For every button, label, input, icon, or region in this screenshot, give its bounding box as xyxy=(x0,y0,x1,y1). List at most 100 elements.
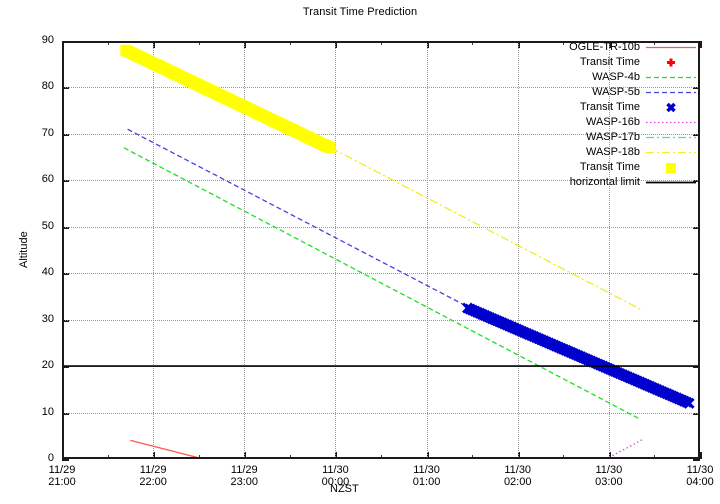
x-tick-mark xyxy=(517,452,520,459)
x-tick-mark-top xyxy=(608,41,611,48)
y-tick-label: 0 xyxy=(47,452,54,464)
grid-line-horizontal xyxy=(62,319,700,321)
y-tick-mark xyxy=(62,412,69,415)
grid-line-horizontal xyxy=(62,273,700,275)
x-tick-minor-top xyxy=(654,41,656,45)
line-dotted-magenta-icon xyxy=(644,115,698,130)
grid-line-horizontal xyxy=(62,133,700,135)
x-tick-label: 11/30 02:00 xyxy=(478,464,558,488)
marker-cross-blue-icon xyxy=(644,100,698,115)
x-tick-time: 02:00 xyxy=(503,476,532,488)
x-tick-mark-top xyxy=(700,41,702,48)
legend-label: Transit Time xyxy=(579,56,640,68)
grid-line-horizontal xyxy=(62,87,700,89)
x-tick-time: 00:00 xyxy=(321,476,350,488)
transit-marker-square xyxy=(324,142,336,154)
x-tick-label: 11/30 04:00 xyxy=(660,464,720,488)
x-tick-minor-top xyxy=(289,41,291,45)
y-tick-label: 30 xyxy=(41,312,54,325)
x-tick-minor-top xyxy=(198,41,200,45)
grid-line-vertical xyxy=(153,41,155,459)
series-wasp-18b-7 xyxy=(330,147,643,311)
chart-title: Transit Time Prediction xyxy=(302,6,418,18)
legend-label: WASP-18b xyxy=(585,146,640,158)
x-tick-minor-top xyxy=(472,41,474,45)
y-tick-mark-right xyxy=(693,319,700,322)
x-tick-time: 23:00 xyxy=(230,476,259,488)
y-tick-mark-right xyxy=(693,180,700,183)
legend-label: WASP-5b xyxy=(592,86,640,98)
marker-square-yellow-icon xyxy=(644,160,698,175)
y-tick-mark xyxy=(62,226,69,229)
y-tick-mark xyxy=(62,273,69,276)
x-tick-minor-top xyxy=(107,41,109,45)
y-axis-label: Altitude xyxy=(18,231,30,268)
x-tick-time: 22:00 xyxy=(139,476,167,488)
y-tick-mark-right xyxy=(693,366,700,369)
series-transit-time-8 xyxy=(120,44,336,154)
x-tick-mark xyxy=(153,452,156,459)
x-tick-minor-top xyxy=(381,41,382,45)
y-tick-mark xyxy=(62,459,69,461)
line-dashdot-cyan-icon xyxy=(644,130,698,145)
x-tick-mark-top xyxy=(426,41,429,48)
legend-label: horizontal limit xyxy=(569,176,640,188)
y-tick-label: 10 xyxy=(41,405,54,418)
grid-line-horizontal xyxy=(62,226,700,228)
legend-item-wasp-4b[interactable]: WASP-4b xyxy=(522,70,698,85)
line-dashed-blue-icon xyxy=(644,85,698,100)
y-tick-label: 50 xyxy=(41,219,54,232)
y-tick-label: 40 xyxy=(41,266,54,279)
line-solid-red-icon xyxy=(644,40,698,55)
grid-line-horizontal xyxy=(62,180,700,182)
line-solid-black-icon xyxy=(644,175,698,190)
legend-item-wasp-18b[interactable]: WASP-18b xyxy=(522,145,698,160)
grid-line-horizontal xyxy=(62,412,700,414)
series-ogle-tr-10b-0 xyxy=(130,439,204,459)
y-tick-mark xyxy=(62,133,69,136)
legend-item-wasp-16b[interactable]: WASP-16b xyxy=(522,115,698,130)
transit-marker-cross xyxy=(683,397,695,409)
x-tick-time: 03:00 xyxy=(595,476,623,488)
legend-item-ogle-tr-10b[interactable]: OGLE-TR-10b xyxy=(522,40,698,55)
series-transit-time-4 xyxy=(462,302,695,409)
legend-item-transit-time[interactable]: Transit Time xyxy=(522,160,698,175)
x-tick-date: 11/30 xyxy=(322,464,349,476)
x-tick-mark-top xyxy=(517,41,520,48)
marker-plus-red-icon xyxy=(644,55,698,70)
x-tick-label: 11/30 01:00 xyxy=(387,464,467,488)
y-tick-mark-right xyxy=(693,87,700,90)
x-tick-label: 11/29 22:00 xyxy=(113,464,193,488)
legend-label: WASP-16b xyxy=(585,116,640,128)
series-wasp-4b-2 xyxy=(123,147,642,421)
x-tick-mark-top xyxy=(153,41,156,48)
x-tick-mark-top xyxy=(244,41,247,48)
x-tick-label: 11/30 00:00 xyxy=(295,464,375,488)
legend-item-transit-time[interactable]: Transit Time xyxy=(522,100,698,115)
grid-line-vertical xyxy=(335,41,337,459)
x-axis-label: NZST xyxy=(330,483,359,495)
x-tick-label: 11/29 21:00 xyxy=(22,464,102,488)
legend-label: WASP-4b xyxy=(592,71,640,83)
legend-item-transit-time[interactable]: Transit Time xyxy=(522,55,698,70)
y-tick-label: 80 xyxy=(41,80,54,93)
x-tick-date: 11/30 xyxy=(504,464,532,476)
plot-frame xyxy=(62,41,700,459)
x-tick-mark xyxy=(426,452,429,459)
legend-item-wasp-17b[interactable]: WASP-17b xyxy=(522,130,698,145)
y-tick-label: 60 xyxy=(41,173,54,186)
x-tick-time: 01:00 xyxy=(412,476,441,488)
legend-item-horizontal-limit[interactable]: horizontal limit xyxy=(522,175,698,190)
grid-line-vertical xyxy=(426,41,428,459)
legend-item-wasp-5b[interactable]: WASP-5b xyxy=(522,85,698,100)
x-tick-date: 11/30 xyxy=(595,464,623,476)
x-tick-mark xyxy=(244,452,247,459)
x-tick-mark xyxy=(335,452,338,459)
x-tick-time: 21:00 xyxy=(48,476,76,488)
grid-line-vertical xyxy=(608,41,610,459)
plot-area xyxy=(62,41,700,459)
x-tick-label: 11/30 03:00 xyxy=(569,464,649,488)
y-tick-mark-right xyxy=(693,412,700,415)
x-tick-date: 11/29 xyxy=(139,464,167,476)
